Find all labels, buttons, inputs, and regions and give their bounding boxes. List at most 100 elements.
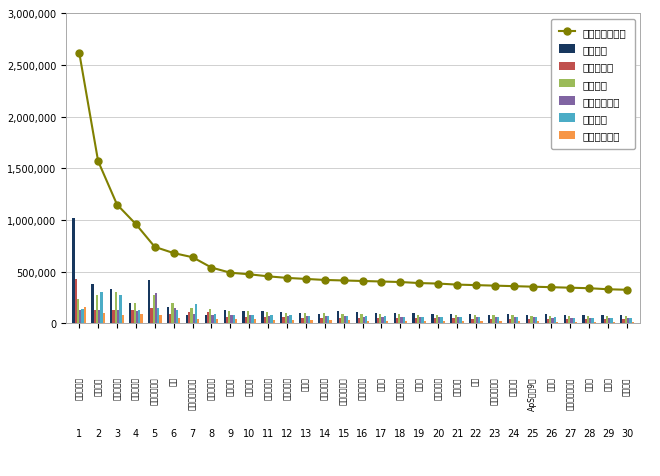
Bar	[440, 317, 443, 324]
Bar	[299, 313, 302, 324]
Bar	[96, 296, 98, 324]
Bar	[582, 315, 585, 324]
Bar	[601, 316, 603, 324]
Bar	[518, 322, 521, 324]
Bar	[81, 309, 84, 324]
브랜드평판지수	[472, 283, 480, 288]
Bar	[91, 285, 94, 324]
Text: 선익시스템: 선익시스템	[263, 377, 273, 399]
Bar	[176, 310, 178, 324]
Bar	[476, 317, 478, 324]
Text: 오성단소재: 오성단소재	[131, 377, 141, 399]
Bar	[375, 313, 377, 324]
브랜드평판지수	[113, 202, 121, 208]
Bar	[193, 314, 195, 324]
Bar	[587, 316, 589, 324]
Text: 도성미련: 도성미련	[94, 377, 102, 395]
Bar	[414, 318, 417, 324]
Line: 브랜드평판지수: 브랜드평판지수	[76, 50, 630, 294]
Bar	[422, 317, 424, 324]
브랜드평판지수	[623, 288, 631, 293]
Text: 금호전기: 금호전기	[453, 377, 461, 395]
Bar	[273, 320, 275, 324]
Bar	[528, 319, 530, 324]
Bar	[629, 318, 632, 324]
Bar	[266, 312, 268, 324]
Bar	[155, 294, 157, 324]
Bar	[136, 311, 138, 324]
Bar	[79, 310, 81, 324]
Bar	[526, 315, 528, 324]
Bar	[606, 317, 608, 324]
Bar	[100, 293, 103, 324]
Text: 코이즈: 코이즈	[414, 377, 424, 390]
Bar	[509, 319, 512, 324]
Bar	[306, 316, 308, 324]
Text: 두멘스: 두멘스	[585, 377, 594, 390]
브랜드평판지수	[75, 50, 83, 56]
Bar	[610, 318, 612, 324]
Bar	[438, 317, 440, 324]
Bar	[235, 319, 237, 324]
Bar	[513, 317, 516, 324]
Bar	[360, 314, 362, 324]
Text: 이노스첨단소재: 이노스첨단소재	[188, 377, 197, 409]
Bar	[398, 315, 401, 324]
Bar	[131, 310, 133, 324]
Bar	[121, 316, 124, 324]
Bar	[417, 315, 419, 324]
Bar	[453, 319, 455, 324]
브랜드평판지수	[170, 251, 178, 257]
브랜드평판지수	[226, 270, 234, 276]
Bar	[419, 317, 422, 324]
Bar	[268, 316, 271, 324]
브랜드평판지수	[585, 286, 593, 291]
Bar	[556, 322, 558, 324]
Text: 아나패스: 아나패스	[226, 377, 235, 395]
Text: 홍시스템: 홍시스템	[245, 377, 253, 395]
Bar	[424, 321, 426, 324]
브랜드평판지수	[151, 245, 159, 250]
Bar	[94, 310, 96, 324]
Bar	[216, 319, 218, 324]
브랜드평판지수	[358, 278, 366, 284]
Bar	[185, 316, 188, 324]
브랜드평판지수	[378, 279, 385, 285]
Bar	[455, 315, 457, 324]
Bar	[377, 318, 379, 324]
브랜드평판지수	[547, 285, 555, 290]
Bar	[205, 316, 207, 324]
Bar	[280, 312, 282, 324]
Bar	[271, 316, 273, 324]
Bar	[459, 317, 461, 324]
브랜드평판지수	[302, 277, 310, 282]
Bar	[490, 319, 492, 324]
Bar	[381, 317, 383, 324]
Bar	[594, 322, 596, 324]
Text: 서울바이오시스: 서울바이오시스	[566, 377, 575, 409]
Bar	[261, 311, 263, 324]
Bar	[302, 318, 304, 324]
Bar	[436, 315, 438, 324]
Bar	[245, 317, 247, 324]
Text: 덕산네오룩스: 덕산네오룩스	[150, 377, 159, 404]
Bar	[178, 318, 180, 324]
브랜드평판지수	[340, 278, 348, 284]
Bar	[566, 319, 568, 324]
Bar	[110, 289, 112, 324]
Bar	[253, 320, 256, 324]
Bar	[516, 317, 518, 324]
Bar	[412, 313, 414, 324]
Text: 우리조명: 우리조명	[509, 377, 518, 395]
Bar	[585, 319, 587, 324]
Bar	[98, 310, 100, 324]
Bar	[320, 318, 323, 324]
Bar	[325, 317, 327, 324]
Bar	[362, 317, 365, 324]
Bar	[117, 311, 119, 324]
Bar	[337, 312, 339, 324]
Bar	[535, 317, 537, 324]
Text: 덕신데코피아: 덕신데코피아	[339, 377, 348, 404]
Bar	[284, 313, 287, 324]
Bar	[197, 319, 199, 324]
